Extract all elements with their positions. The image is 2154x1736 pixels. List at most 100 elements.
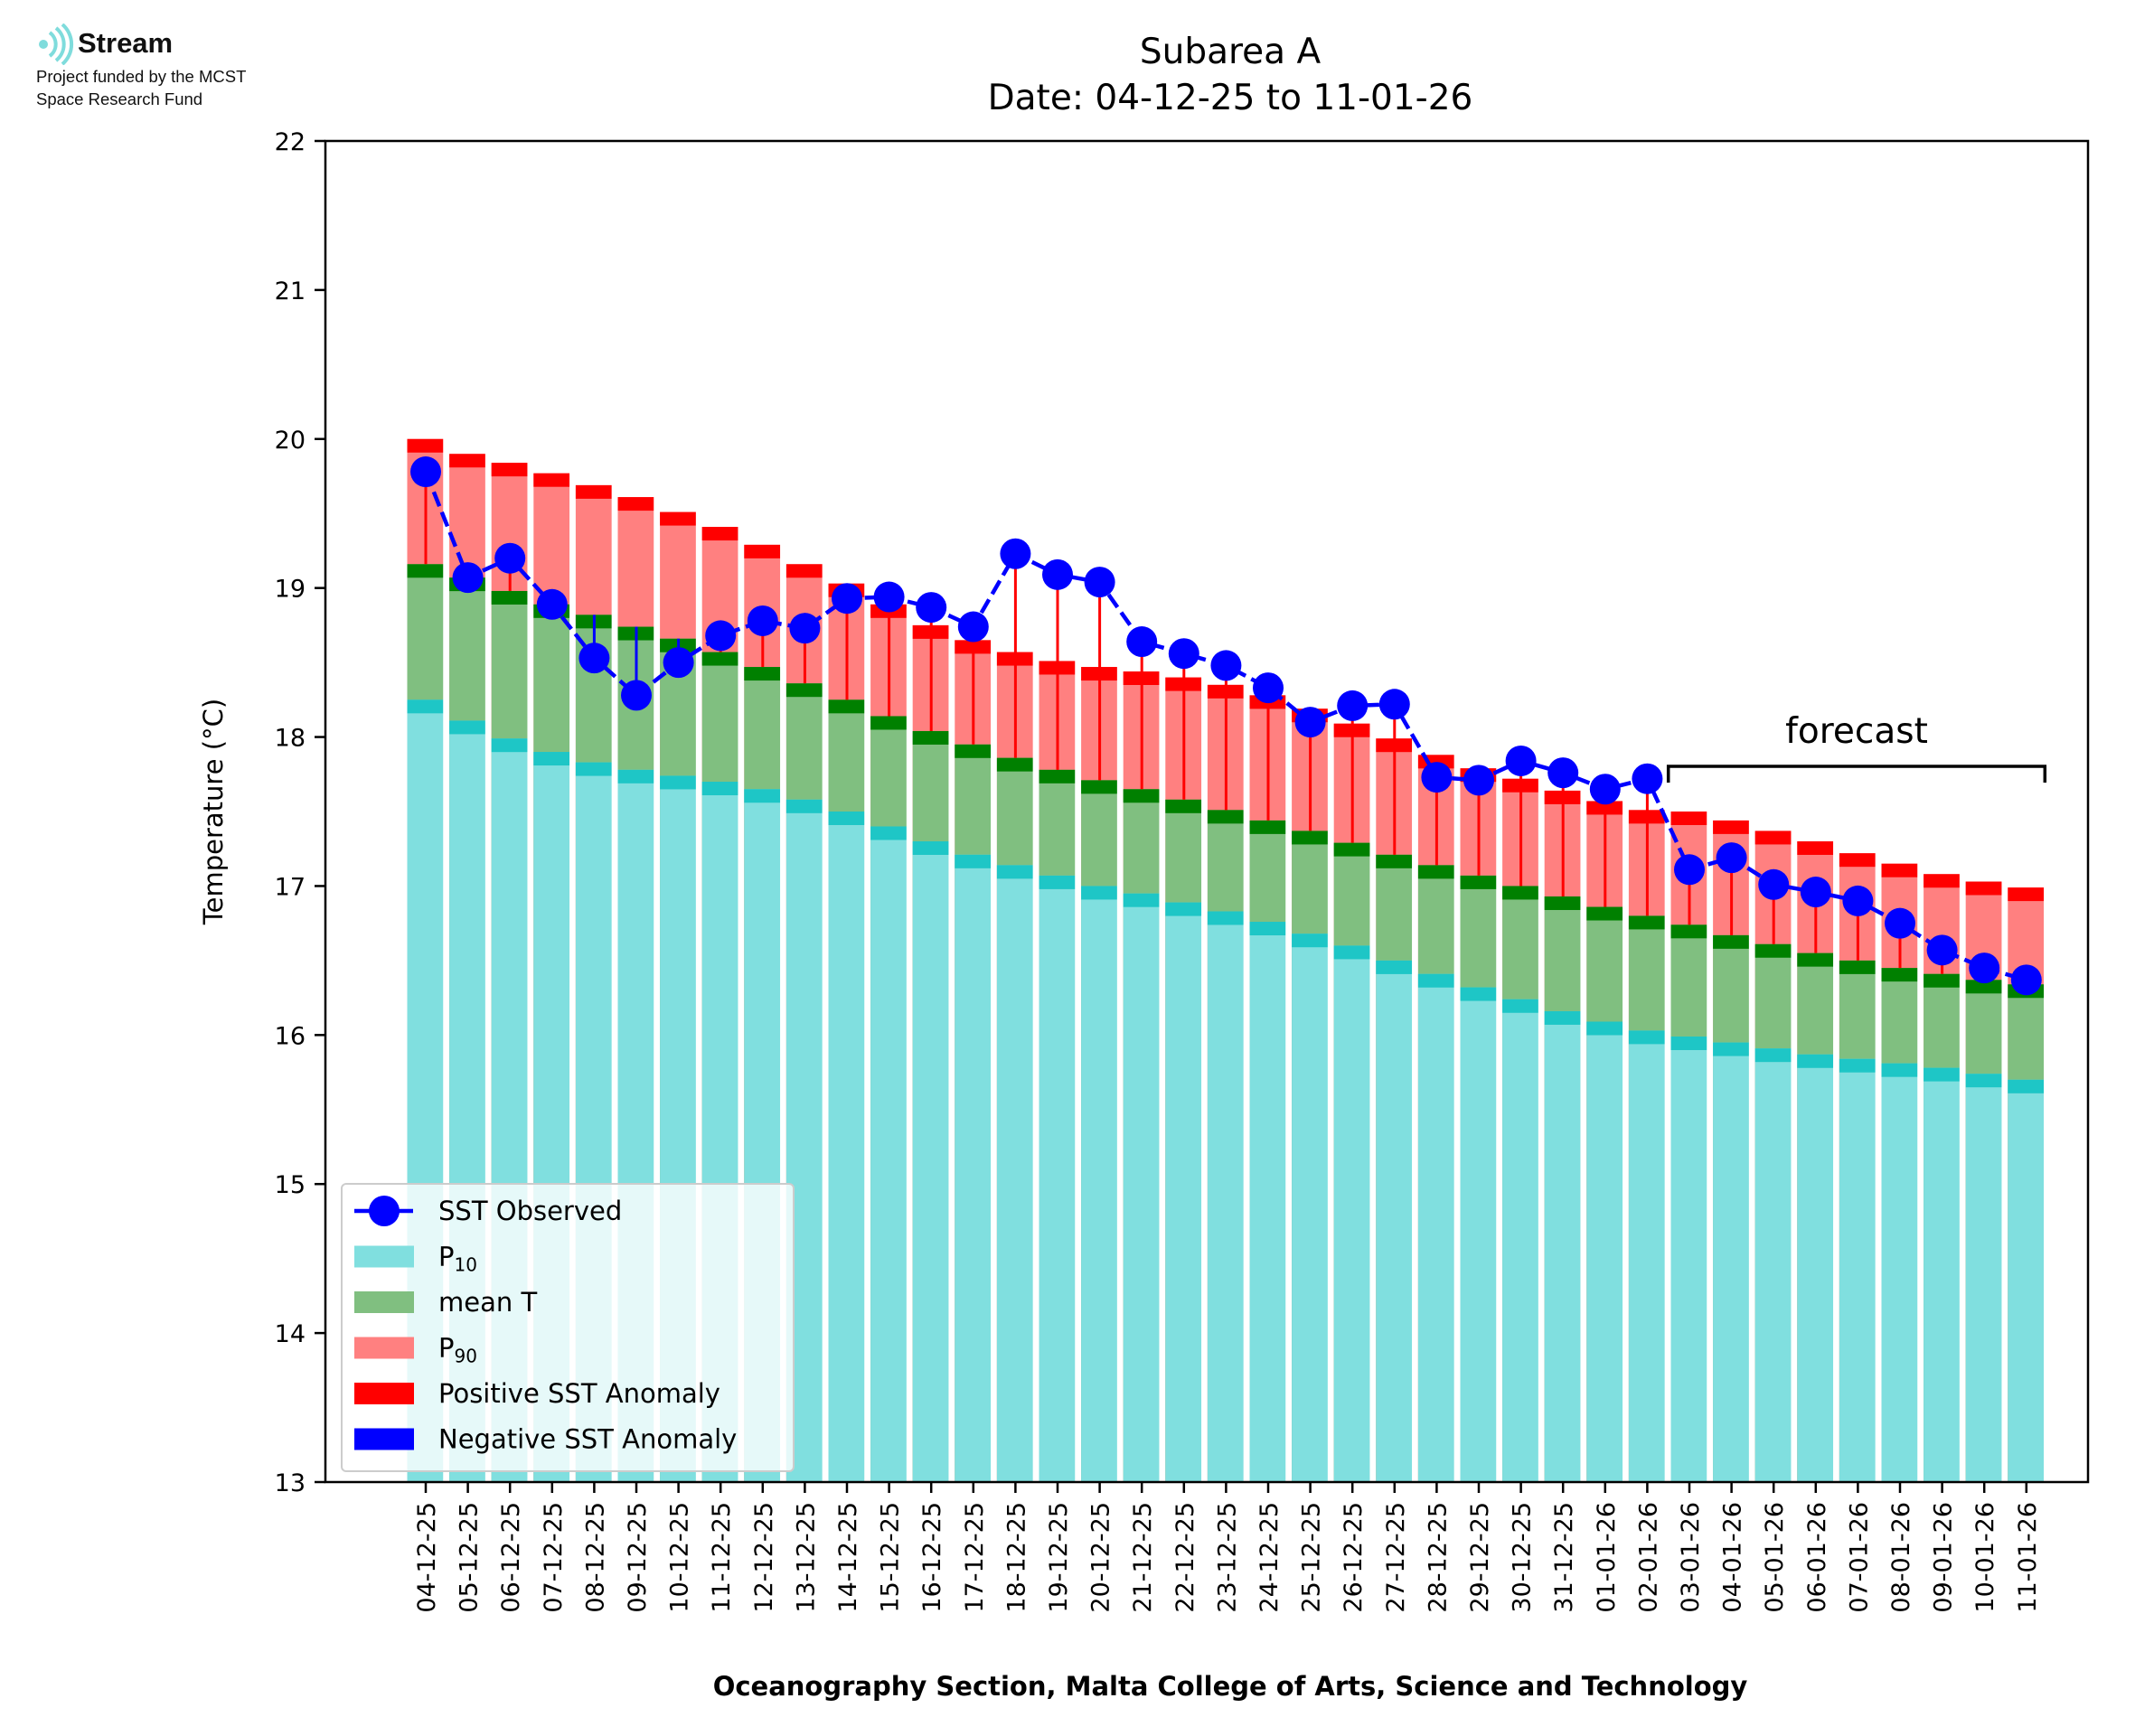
chart-title: Subarea A xyxy=(1140,32,1322,72)
legend-entry: mean T xyxy=(354,1287,537,1318)
p10-bar xyxy=(955,854,992,1482)
x-tick-label: 07-12-25 xyxy=(540,1502,568,1613)
sst-observed-point xyxy=(1337,690,1369,721)
legend-label-subscript: 10 xyxy=(455,1254,477,1276)
x-tick-label: 22-12-25 xyxy=(1171,1502,1199,1613)
x-tick-label: 05-12-25 xyxy=(456,1502,484,1613)
legend-label: mean T xyxy=(438,1287,537,1318)
p10-cap xyxy=(1502,999,1540,1013)
p10-bar xyxy=(1713,1042,1751,1482)
p10-bar xyxy=(1670,1036,1708,1482)
sst-observed-point xyxy=(873,581,905,613)
x-tick-label: 11-12-25 xyxy=(708,1502,736,1613)
sst-observed-point xyxy=(1632,763,1663,794)
p10-cap xyxy=(1460,987,1498,1001)
day-bars xyxy=(1207,682,1246,1482)
mean-cap xyxy=(1881,968,1919,982)
p10-cap xyxy=(1881,1063,1919,1077)
p10-cap xyxy=(407,699,445,714)
logo-funding-line-1: Project funded by the MCST xyxy=(36,67,247,86)
day-bars xyxy=(1924,872,1962,1482)
sst-observed-point xyxy=(1084,567,1115,598)
y-axis-label: Temperature (°C) xyxy=(198,699,229,925)
x-tick-label: 17-12-25 xyxy=(961,1502,989,1613)
p10-bar xyxy=(1039,875,1077,1482)
sst-observed-point xyxy=(1210,650,1242,681)
mean-cap xyxy=(1797,952,1835,967)
x-tick-label: 06-01-26 xyxy=(1803,1502,1831,1613)
p10-cap xyxy=(1586,1021,1624,1036)
x-tick-label: 26-12-25 xyxy=(1340,1502,1368,1613)
sst-observed-point xyxy=(1505,745,1537,776)
sst-observed-point xyxy=(621,680,652,711)
forecast-bracket-line xyxy=(1666,765,2047,783)
sst-observed-point xyxy=(1969,952,2000,984)
mean-cap xyxy=(1713,934,1751,949)
day-bars xyxy=(1460,766,1499,1482)
sst-observed-point xyxy=(452,562,484,594)
p10-bar xyxy=(1965,1074,2003,1482)
mean-cap xyxy=(407,564,445,578)
p10-cap xyxy=(870,826,908,840)
day-bars xyxy=(1586,799,1625,1482)
p10-cap xyxy=(955,854,992,868)
sst-observed-point xyxy=(536,588,568,620)
mean-cap xyxy=(1839,960,1877,974)
logo-funding-line-2: Space Research Fund xyxy=(36,89,203,108)
x-tick-label: 06-12-25 xyxy=(497,1502,525,1613)
p90-cap xyxy=(1754,830,1792,845)
sst-observed-point xyxy=(832,583,862,615)
p10-cap xyxy=(1754,1048,1792,1063)
p10-cap xyxy=(449,720,487,735)
mean-cap xyxy=(1123,789,1161,803)
x-tick-label: 08-01-26 xyxy=(1887,1502,1915,1613)
x-tick-label: 03-01-26 xyxy=(1677,1502,1705,1613)
x-tick-label: 11-01-26 xyxy=(2014,1502,2042,1613)
p10-bar xyxy=(1924,1067,1961,1482)
p10-cap xyxy=(701,782,739,796)
day-bars xyxy=(1081,665,1120,1482)
mean-cap xyxy=(1924,973,1961,988)
y-axis: 13 14 15 16 17 18 19 20 21 22 xyxy=(275,128,325,1497)
p10-bar xyxy=(1586,1021,1624,1482)
p90-cap xyxy=(1881,863,1919,877)
p10-bar xyxy=(828,812,866,1482)
day-bars xyxy=(1249,693,1288,1482)
x-tick-label: 09-12-25 xyxy=(624,1502,652,1613)
p90-cap xyxy=(1924,874,1961,888)
day-bars xyxy=(1670,810,1709,1482)
sst-observed-point xyxy=(2010,964,2042,996)
x-tick-label: 23-12-25 xyxy=(1213,1502,1241,1613)
x-tick-label: 01-01-26 xyxy=(1593,1502,1621,1613)
p10-bar xyxy=(1207,911,1245,1482)
legend-swatch xyxy=(354,1428,414,1450)
y-tick-label: 16 xyxy=(275,1022,306,1050)
sst-observed-point xyxy=(1885,907,1915,939)
mean-cap xyxy=(996,757,1034,772)
x-tick-label: 04-12-25 xyxy=(413,1502,441,1613)
x-tick-label: 16-12-25 xyxy=(918,1502,946,1613)
day-bars xyxy=(1502,776,1541,1482)
sst-observed-point xyxy=(1168,638,1199,670)
sst-observed-point xyxy=(1378,689,1410,720)
p10-cap xyxy=(533,752,571,766)
p10-cap xyxy=(828,812,866,825)
y-tick-label: 19 xyxy=(275,576,306,604)
p10-cap xyxy=(1039,875,1077,889)
p10-bar xyxy=(1460,987,1498,1482)
p10-cap xyxy=(1839,1058,1877,1073)
day-bars xyxy=(1039,659,1077,1482)
p10-bar xyxy=(1376,960,1414,1482)
x-tick-label: 12-12-25 xyxy=(750,1502,778,1613)
p10-cap xyxy=(660,775,698,790)
plot-area xyxy=(407,436,2046,1483)
day-bars xyxy=(870,602,909,1482)
y-tick-label: 14 xyxy=(275,1320,306,1348)
mean-cap xyxy=(1460,875,1498,889)
x-tick-label: 20-12-25 xyxy=(1087,1502,1115,1613)
sst-observed-point xyxy=(1716,842,1747,874)
p10-bar xyxy=(996,865,1034,1482)
p10-bar xyxy=(912,840,950,1482)
sst-observed-point xyxy=(1042,558,1073,590)
